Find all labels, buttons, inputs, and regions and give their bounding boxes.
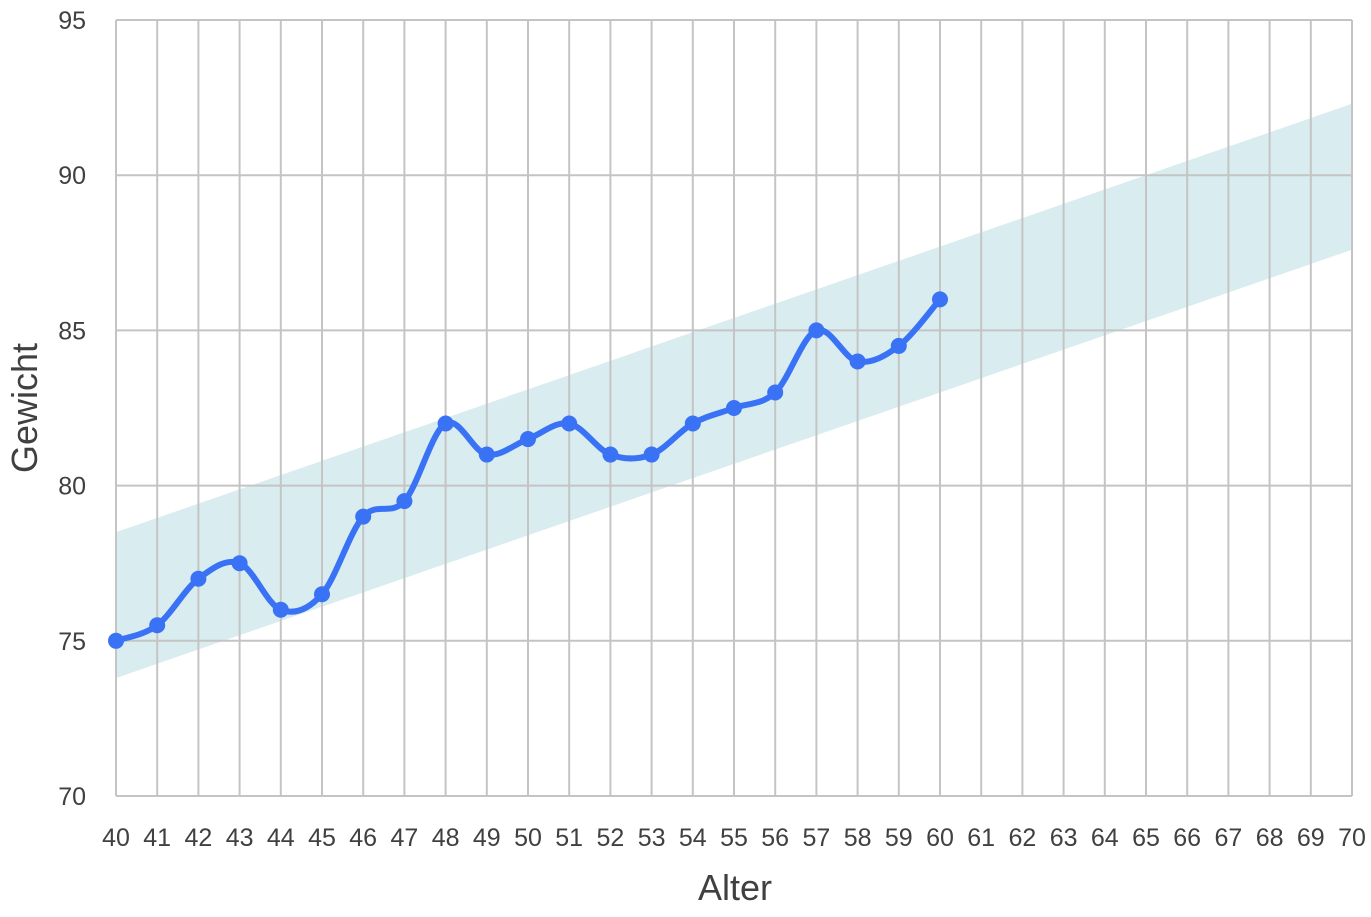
y-tick-label: 70 [58, 783, 86, 811]
x-tick-label: 68 [1256, 824, 1284, 852]
data-point [684, 415, 701, 432]
x-tick-label: 52 [596, 824, 624, 852]
x-tick-label: 65 [1132, 824, 1160, 852]
x-axis-ticks: 40 41 42 43 44 45 46 47 48 49 50 51 52 53 54 55 56 57 58 59… [102, 824, 1366, 852]
data-point [849, 353, 866, 370]
x-tick-label: 62 [1008, 824, 1036, 852]
x-tick-label: 59 [885, 824, 913, 852]
x-tick-label: 47 [390, 824, 418, 852]
data-point [767, 384, 784, 401]
data-point [314, 586, 330, 603]
data-point [231, 555, 248, 572]
data-point [561, 415, 578, 432]
data-point [190, 570, 207, 587]
data-point [108, 632, 124, 649]
x-tick-label: 53 [638, 824, 666, 852]
data-points [108, 291, 948, 649]
x-tick-label: 46 [349, 824, 377, 852]
x-tick-label: 42 [184, 824, 212, 852]
x-tick-label: 63 [1050, 824, 1078, 852]
y-axis-ticks: 70 75 80 85 90 95 [58, 7, 86, 811]
x-tick-label: 55 [720, 824, 748, 852]
x-tick-label: 41 [143, 824, 171, 852]
data-point [890, 337, 907, 354]
data-point [437, 415, 454, 432]
data-point [643, 446, 660, 463]
x-tick-label: 54 [679, 824, 707, 852]
data-point [396, 493, 413, 510]
y-tick-label: 80 [58, 473, 86, 501]
data-point [808, 322, 825, 339]
data-point [149, 617, 166, 634]
data-point [478, 446, 495, 463]
gridlines [115, 19, 1353, 797]
x-tick-label: 44 [267, 824, 295, 852]
x-tick-label: 67 [1214, 824, 1242, 852]
x-tick-label: 43 [226, 824, 254, 852]
x-tick-label: 51 [555, 824, 583, 852]
y-tick-label: 85 [58, 317, 86, 345]
x-tick-label: 64 [1091, 824, 1119, 852]
data-point [932, 291, 948, 308]
data-point [355, 508, 372, 525]
x-tick-label: 61 [967, 824, 995, 852]
x-tick-label: 58 [844, 824, 872, 852]
x-tick-label: 56 [761, 824, 789, 852]
y-axis-title: Gewicht [4, 343, 45, 473]
data-point [726, 400, 742, 416]
y-tick-label: 90 [58, 162, 86, 190]
x-tick-label: 70 [1338, 824, 1366, 852]
x-tick-label: 48 [432, 824, 460, 852]
x-tick-label: 45 [308, 824, 336, 852]
x-tick-label: 57 [802, 824, 830, 852]
data-point [272, 601, 289, 618]
x-tick-label: 66 [1173, 824, 1201, 852]
x-tick-label: 60 [926, 824, 954, 852]
y-tick-label: 75 [58, 628, 86, 656]
x-axis-title: Alter [698, 867, 772, 908]
y-tick-label: 95 [58, 7, 86, 35]
data-point [602, 446, 619, 463]
x-tick-label: 49 [473, 824, 501, 852]
x-tick-label: 69 [1297, 824, 1325, 852]
data-point [520, 431, 536, 448]
x-tick-label: 40 [102, 824, 130, 852]
x-tick-label: 50 [514, 824, 542, 852]
